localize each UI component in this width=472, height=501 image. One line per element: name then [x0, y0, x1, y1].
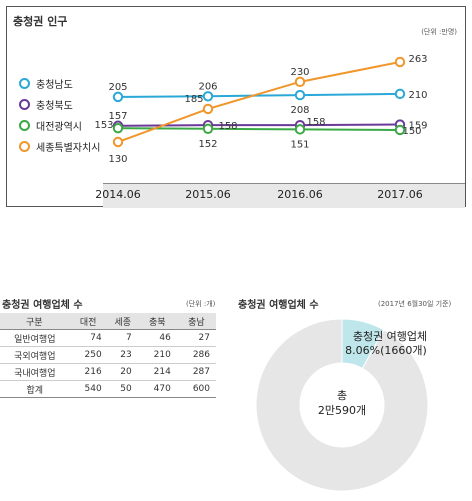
data-label: 263	[408, 54, 427, 65]
table-cell: 국내여행업	[0, 363, 69, 381]
legend-item: 충청남도	[19, 73, 100, 94]
legend-label: 충청남도	[36, 80, 73, 91]
data-point	[394, 88, 406, 100]
table-cell: 7	[107, 329, 138, 347]
legend-item: 대전광역시	[19, 115, 100, 136]
table-cell: 470	[137, 380, 177, 398]
data-label: 150	[402, 126, 421, 137]
data-point	[202, 123, 214, 134]
table-header-cell: 충북	[137, 313, 177, 330]
x-tick-label: 2014.06	[95, 188, 141, 201]
table-cell: 286	[176, 346, 216, 364]
table-row: 일반여행업 74 7 46 27	[0, 329, 216, 347]
table-cell: 46	[137, 329, 177, 347]
table-cell: 50	[107, 380, 138, 398]
pie-slice	[255, 318, 429, 492]
x-axis-band	[103, 183, 465, 208]
data-point	[112, 136, 124, 148]
table-cell: 216	[68, 363, 108, 381]
chart-title: 충청권 인구	[13, 15, 68, 28]
donut-title: 충청권 여행업체 수	[238, 300, 319, 311]
table-row: 합계 540 50 470 600	[0, 380, 216, 398]
chart-unit: (단위 :만명)	[421, 28, 457, 36]
table-header-cell: 충남	[176, 313, 216, 330]
data-label: 185	[184, 94, 203, 105]
table-cell: 74	[68, 329, 108, 347]
data-label: 230	[290, 67, 309, 78]
data-label: 152	[198, 139, 217, 150]
data-label: 153	[94, 120, 113, 131]
table-cell: 국외여행업	[0, 346, 69, 364]
x-tick-label: 2016.06	[277, 188, 323, 201]
data-point	[112, 122, 124, 134]
legend-marker	[19, 78, 30, 89]
data-label: 208	[290, 105, 309, 116]
table-cell: 23	[107, 346, 138, 364]
donut-date-note: (2017년 6월30일 기준)	[378, 300, 452, 308]
data-label: 157	[108, 111, 127, 122]
table-cell: 600	[176, 380, 216, 398]
data-point	[394, 56, 406, 68]
data-point	[294, 89, 306, 101]
data-point	[294, 124, 306, 135]
donut-center-value: 2만590개	[318, 404, 366, 417]
legend-marker	[19, 141, 30, 152]
data-point	[394, 124, 406, 136]
legend-label: 세종특별자치시	[36, 143, 101, 154]
data-label: 158	[218, 121, 237, 132]
population-line-chart: 2014.06 2015.06 2016.06 2017.06 205 206 208 210…	[94, 54, 427, 201]
x-tick-label: 2015.06	[185, 188, 231, 201]
x-tick-label: 2017.06	[377, 188, 423, 201]
table-header-cell: 구분	[0, 313, 69, 330]
table-unit: (단위 :개)	[186, 300, 216, 308]
table-header-cell: 세종	[107, 313, 138, 330]
data-label: 151	[290, 139, 309, 150]
travel-agency-table: 구분 대전 세종 충북 충남 일반여행업 74 7 46 27 국외여행업 250 23 210 286 국…	[0, 313, 216, 398]
donut-center-label: 총	[337, 389, 347, 402]
data-label: 159	[408, 121, 427, 132]
table-header-cell: 대전	[68, 313, 108, 330]
table-cell: 540	[68, 380, 108, 398]
table-cell: 합계	[0, 380, 69, 398]
data-label: 210	[408, 90, 427, 101]
series-line	[117, 127, 401, 131]
callout-value: 8.06%(1660개)	[345, 344, 427, 357]
series-line	[117, 61, 401, 143]
pie-slice	[341, 318, 385, 369]
table-row: 국외여행업 250 23 210 286	[0, 346, 216, 364]
table-cell: 250	[68, 346, 108, 364]
data-point	[112, 91, 124, 103]
data-label: 158	[306, 117, 325, 128]
table-cell: 210	[137, 346, 177, 364]
table-cell: 일반여행업	[0, 329, 69, 347]
legend-item: 세종특별자치시	[19, 136, 100, 157]
table-cell: 287	[176, 363, 216, 381]
legend-marker	[19, 120, 30, 131]
data-point	[202, 103, 214, 115]
data-label: 206	[198, 81, 217, 92]
legend-item: 충청북도	[19, 94, 100, 115]
table-title: 충청권 여행업체 수	[2, 300, 83, 311]
data-point	[202, 91, 214, 102]
callout-title: 충청권 여행업체	[353, 330, 427, 343]
legend-label: 충청북도	[36, 101, 73, 112]
legend-label: 대전광역시	[36, 122, 82, 133]
data-label: 205	[108, 82, 127, 93]
table-cell: 214	[137, 363, 177, 381]
table-cell: 20	[107, 363, 138, 381]
data-point	[294, 76, 306, 88]
legend-marker	[19, 99, 30, 110]
table-header-row: 구분 대전 세종 충북 충남	[0, 313, 216, 330]
table-row: 국내여행업 216 20 214 287	[0, 363, 216, 381]
table-cell: 27	[176, 329, 216, 347]
data-label: 130	[108, 154, 127, 165]
